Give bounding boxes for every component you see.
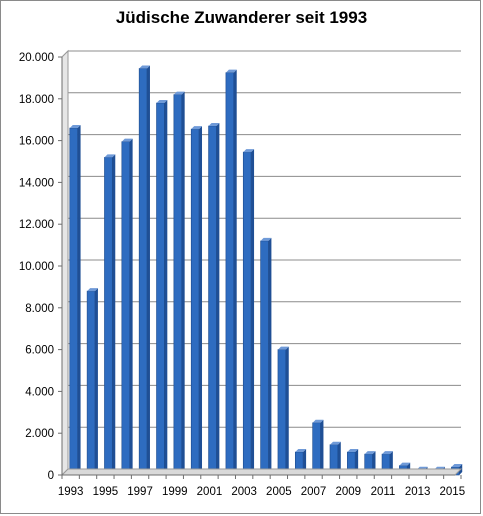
bar (69, 127, 78, 476)
bar-side (164, 99, 168, 475)
x-tick-label: 2001 (197, 486, 223, 498)
x-tick-label: 1999 (162, 486, 188, 498)
bar-top (191, 126, 203, 130)
bar (277, 349, 287, 476)
bar-top (347, 449, 359, 453)
x-tick-label: 2015 (440, 486, 466, 498)
x-tick-labels: 1993 1995 1997 1999 2001 2003 2005 2007 2009 2011… (58, 486, 465, 498)
bar (156, 102, 165, 476)
x-tick-label: 2009 (335, 486, 361, 498)
bar-side (181, 91, 185, 476)
x-tick-label: 2013 (405, 486, 431, 498)
chart-title: Jüdische Zuwanderer seit 1993 (115, 8, 368, 27)
bar-side (285, 346, 289, 475)
bar (104, 157, 113, 476)
bar-top (225, 69, 237, 73)
bar-side (268, 237, 272, 475)
bar-top (364, 451, 376, 455)
axes (58, 49, 463, 479)
bar-side (216, 122, 220, 475)
bar (86, 290, 96, 476)
bar (121, 141, 130, 476)
bar-top (382, 451, 393, 455)
bar-side (320, 419, 324, 475)
bar-top (139, 65, 150, 69)
y-tick-label: 16.000 (19, 136, 54, 148)
bar-top (121, 138, 133, 142)
bar-side (251, 149, 255, 475)
bar-top (173, 91, 185, 95)
bar-side (112, 154, 116, 475)
bar (225, 72, 235, 476)
bar-top (87, 288, 98, 292)
y-tick-labels: 0 2.000 4.000 6.000 8.000 10.000 12.000 14.000 1… (19, 52, 54, 482)
x-tick-label: 2011 (371, 486, 396, 498)
bar-side (146, 65, 150, 476)
y-tick-label: 18.000 (19, 94, 54, 106)
bar (190, 128, 200, 476)
bar-top (156, 99, 168, 103)
bar-top (208, 122, 220, 126)
y-tick-label: 4.000 (25, 386, 54, 398)
bar (242, 151, 252, 476)
y-tick-label: 0 (48, 470, 54, 482)
x-tick-label: 1997 (127, 486, 153, 498)
x-tick-label: 1993 (58, 486, 84, 498)
floor (60, 468, 463, 476)
bar (208, 125, 217, 476)
y-tick-label: 10.000 (19, 261, 54, 273)
bar-top (451, 464, 463, 468)
bar (138, 68, 148, 476)
bar-top (69, 125, 81, 129)
bar-top (277, 346, 289, 350)
bar-top (260, 237, 272, 241)
side-wall (61, 49, 69, 477)
bar-top (104, 154, 116, 158)
x-tick-label: 2007 (301, 486, 327, 498)
y-tick-label: 14.000 (19, 177, 54, 189)
bar-top (295, 449, 307, 453)
y-tick-label: 12.000 (19, 219, 54, 231)
y-tick-label: 2.000 (25, 428, 54, 440)
bar-side (233, 69, 237, 476)
y-tick-label: 8.000 (25, 303, 54, 315)
bars (69, 65, 463, 476)
bar-top (243, 149, 255, 153)
bar-side (199, 126, 203, 475)
y-tick-label: 6.000 (25, 345, 54, 357)
bar-side (94, 288, 98, 475)
x-tick-label: 2005 (266, 486, 292, 498)
bar-top (312, 419, 324, 423)
bar-top (329, 441, 341, 445)
y-tick-label: 20.000 (19, 52, 54, 64)
bar (312, 422, 321, 476)
bar (260, 240, 269, 476)
x-tick-label: 2003 (231, 486, 257, 498)
bar-side (337, 441, 341, 475)
bar-side (77, 125, 81, 475)
x-tick-label: 1995 (93, 486, 119, 498)
bar (173, 94, 182, 476)
bar-top (399, 462, 411, 466)
bar-side (129, 138, 133, 475)
